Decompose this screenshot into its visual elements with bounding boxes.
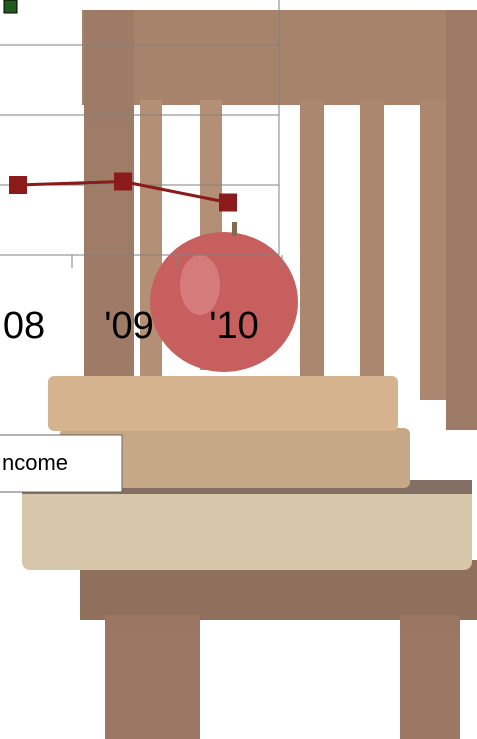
book bbox=[22, 480, 472, 570]
legend-marker-fragment bbox=[3, 0, 18, 14]
chair-slat bbox=[300, 100, 324, 390]
legend-label: ncome bbox=[2, 450, 68, 475]
chair-slat bbox=[420, 100, 446, 400]
chair-post bbox=[446, 10, 477, 430]
chair-leg bbox=[400, 615, 460, 739]
book bbox=[60, 428, 410, 488]
apple-highlight bbox=[180, 255, 220, 315]
x-tick-label: '09 bbox=[104, 305, 154, 347]
chair-slat bbox=[140, 100, 162, 400]
data-point bbox=[9, 176, 27, 194]
legend: ncome bbox=[0, 434, 123, 493]
background-photo bbox=[22, 10, 477, 739]
book bbox=[48, 376, 398, 431]
data-point bbox=[114, 172, 132, 191]
data-point bbox=[219, 193, 237, 212]
x-tick-label: '10 bbox=[209, 305, 259, 347]
x-tick-label: 08 bbox=[3, 305, 45, 347]
plot-area: 08 '09 '10 bbox=[0, 0, 283, 347]
chair-slat bbox=[360, 100, 384, 400]
apple bbox=[150, 232, 298, 372]
apple-stem bbox=[232, 222, 237, 236]
legend-box bbox=[0, 434, 123, 493]
chair-leg bbox=[105, 615, 200, 739]
